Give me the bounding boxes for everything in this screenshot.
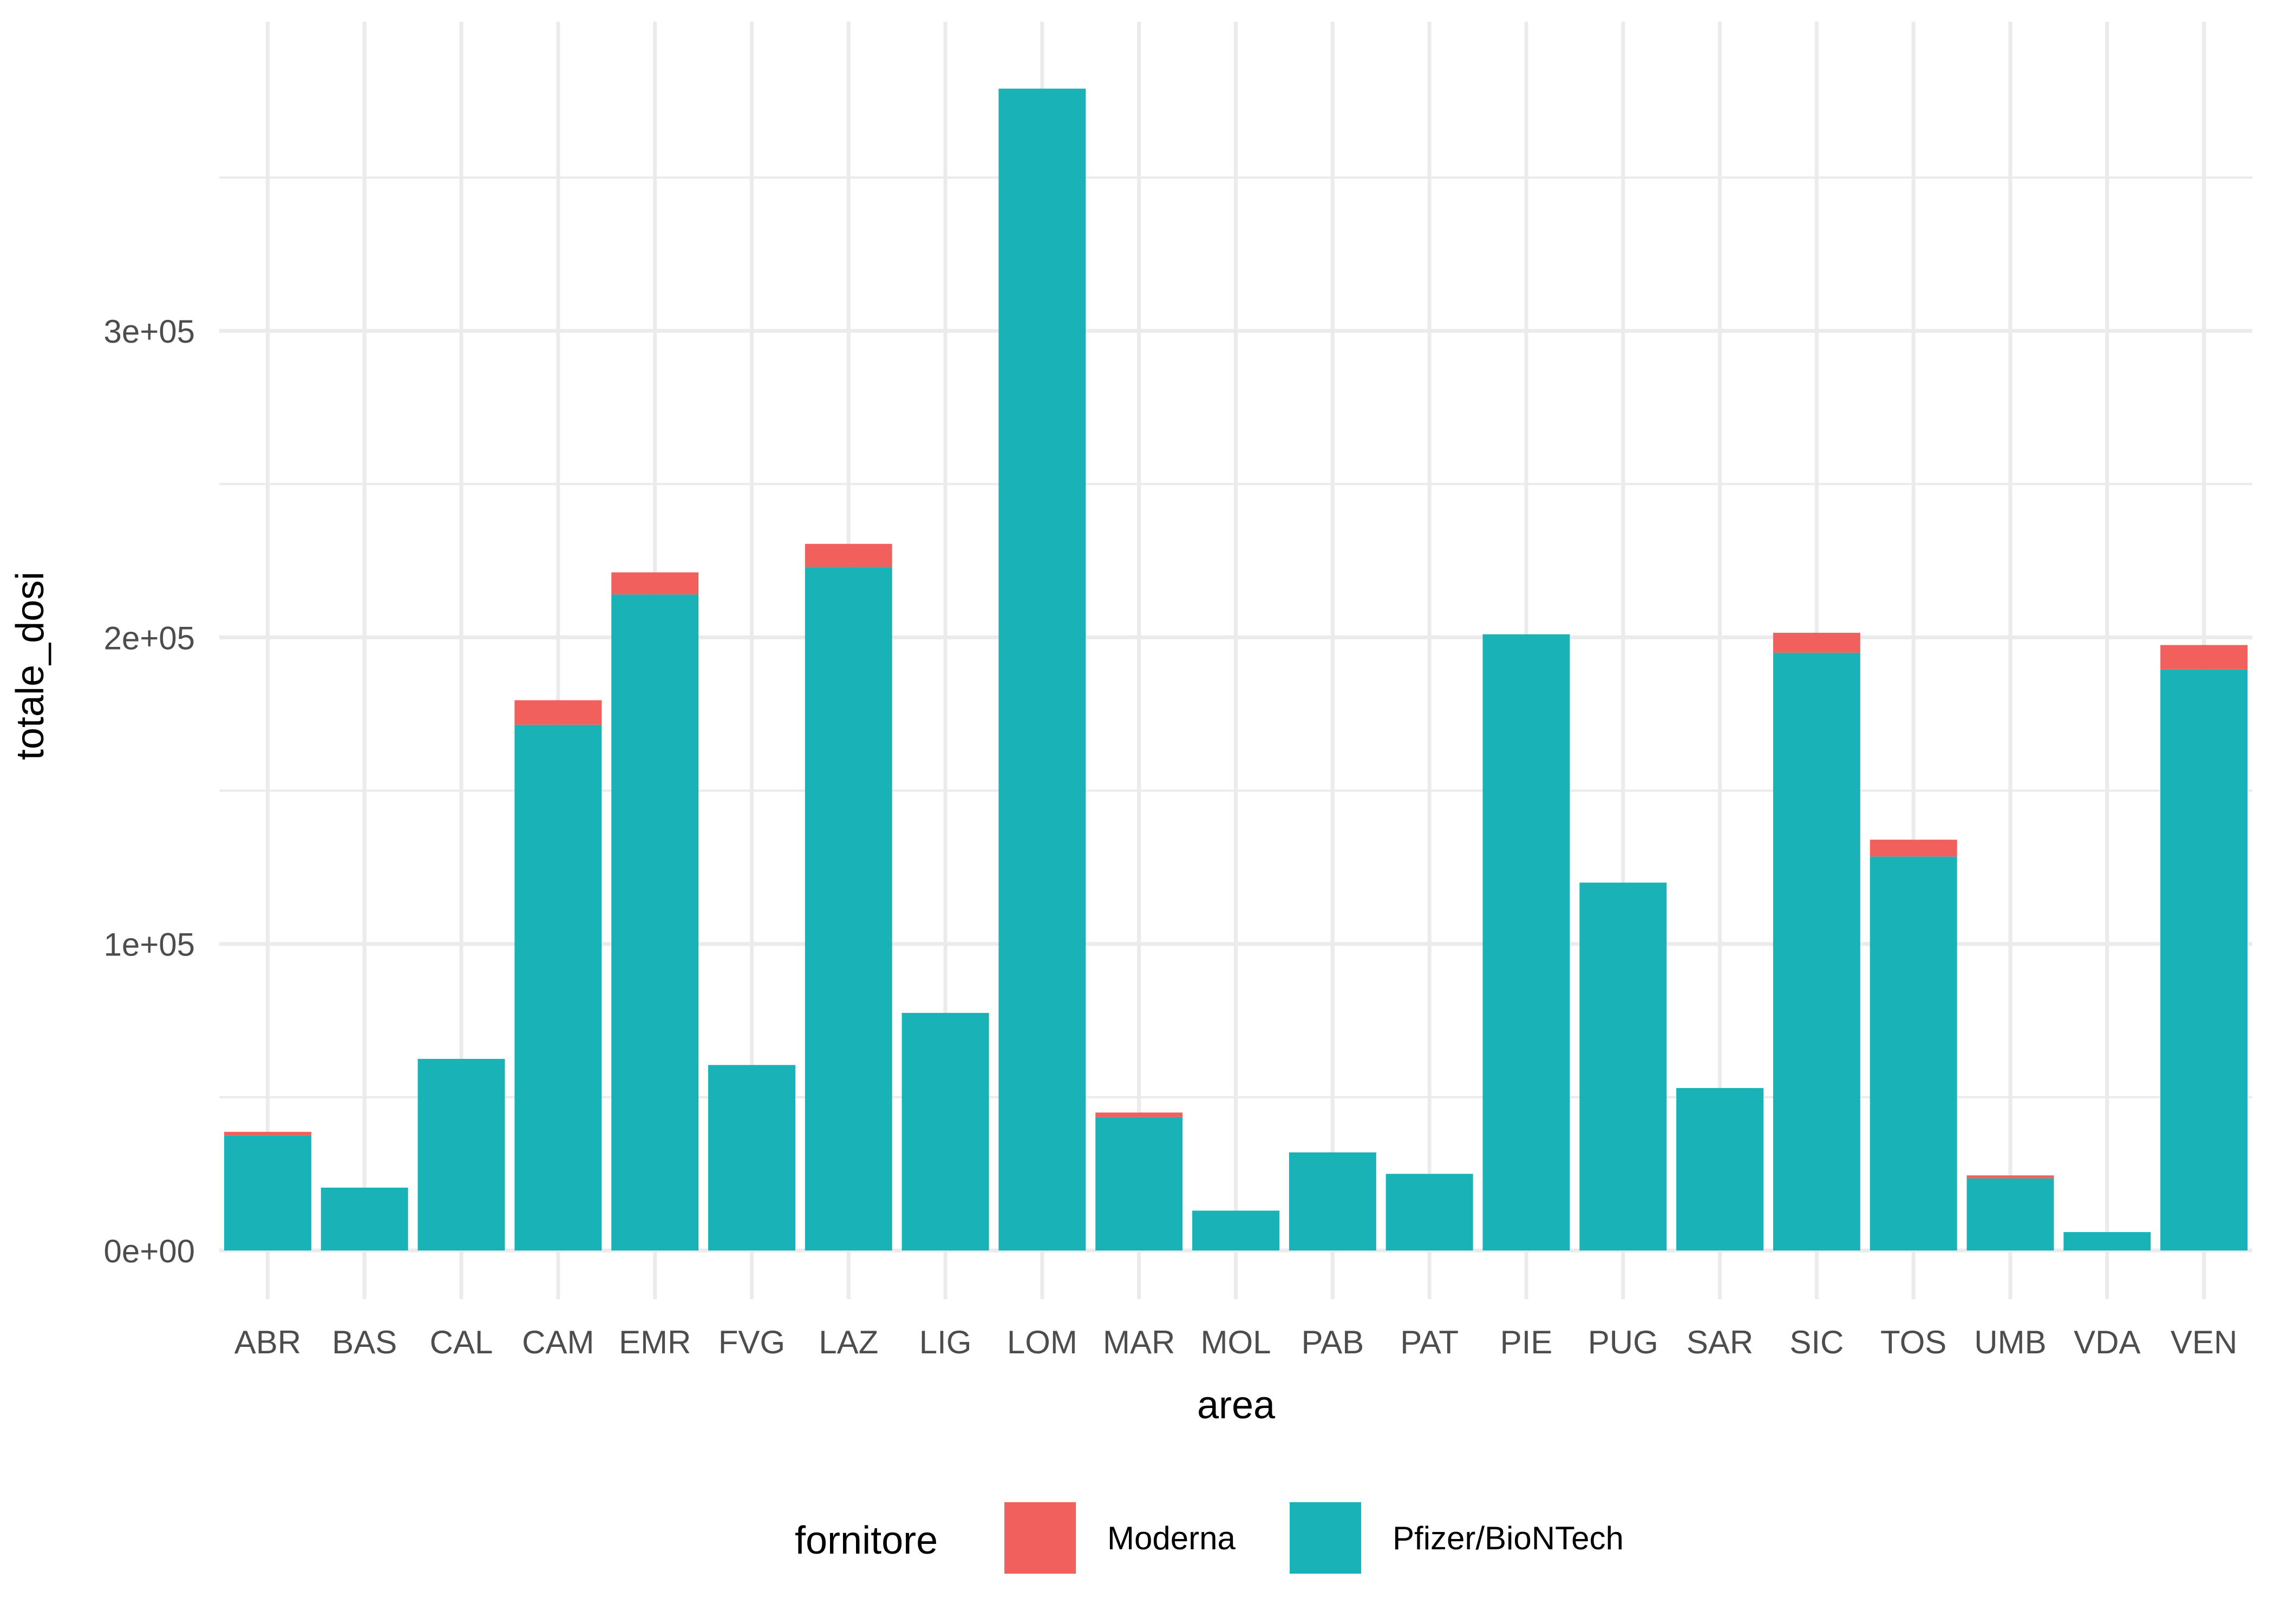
x-tick-label: PAB <box>1302 1324 1364 1360</box>
x-tick-label: SIC <box>1789 1324 1844 1360</box>
bar-mar-moderna <box>1095 1112 1183 1117</box>
x-tick-label: VEN <box>2171 1324 2237 1360</box>
legend-entries: Moderna Pfizer/BioNTech <box>1004 1502 1624 1574</box>
x-tick-label: SAR <box>1687 1324 1753 1360</box>
bar-fvg-pfizer-biontech <box>708 1065 795 1250</box>
y-tick-label: 1e+05 <box>103 927 195 963</box>
bar-cal-pfizer-biontech <box>417 1059 505 1250</box>
bar-mar-pfizer-biontech <box>1095 1117 1183 1250</box>
legend-label: Pfizer/BioNTech <box>1393 1520 1624 1556</box>
x-tick-label: PAT <box>1400 1324 1459 1360</box>
x-tick-label: CAM <box>522 1324 594 1360</box>
bar-sar-pfizer-biontech <box>1676 1088 1764 1250</box>
y-tick-label: 0e+00 <box>103 1233 195 1269</box>
x-tick-label: PUG <box>1588 1324 1658 1360</box>
bar-emr-pfizer-biontech <box>611 594 699 1250</box>
bar-vda-pfizer-biontech <box>2063 1232 2151 1250</box>
bar-pie-pfizer-biontech <box>1482 634 1570 1250</box>
bar-emr-moderna <box>611 572 699 595</box>
legend-key-moderna <box>1004 1502 1076 1574</box>
legend-label: Moderna <box>1107 1520 1236 1556</box>
bar-pat-pfizer-biontech <box>1386 1174 1473 1250</box>
legend: fornitore Moderna Pfizer/BioNTech <box>795 1502 1624 1574</box>
x-tick-label: BAS <box>332 1324 397 1360</box>
bar-mol-pfizer-biontech <box>1192 1210 1279 1250</box>
x-tick-label: VDA <box>2074 1324 2140 1360</box>
y-tick-label: 2e+05 <box>103 620 195 656</box>
bar-abr-moderna <box>224 1131 311 1136</box>
bar-sic-moderna <box>1773 632 1860 653</box>
x-tick-label: LIG <box>919 1324 972 1360</box>
x-tick-label: FVG <box>718 1324 785 1360</box>
x-tick-label: MOL <box>1200 1324 1271 1360</box>
bar-laz-moderna <box>805 543 892 567</box>
x-tick-label: EMR <box>619 1324 691 1360</box>
bar-tos-moderna <box>1870 840 1957 857</box>
bar-cam-pfizer-biontech <box>514 724 602 1250</box>
bar-bas-pfizer-biontech <box>321 1187 408 1250</box>
x-tick-label: PIE <box>1500 1324 1553 1360</box>
bar-cam-moderna <box>514 700 602 725</box>
x-tick-label: MAR <box>1103 1324 1175 1360</box>
x-axis-title: area <box>1197 1384 1276 1427</box>
bars <box>224 88 2248 1251</box>
y-axis-ticks: 0e+00 1e+05 2e+05 3e+05 <box>103 313 195 1269</box>
x-tick-label: LAZ <box>819 1324 878 1360</box>
bar-laz-pfizer-biontech <box>805 567 892 1250</box>
bar-lom-pfizer-biontech <box>998 88 1086 1251</box>
x-tick-label: LOM <box>1007 1324 1077 1360</box>
bar-umb-pfizer-biontech <box>1966 1178 2054 1250</box>
legend-key-pfizer-biontech <box>1290 1502 1361 1574</box>
bar-umb-moderna <box>1966 1175 2054 1178</box>
bar-abr-pfizer-biontech <box>224 1135 311 1250</box>
x-tick-label: ABR <box>234 1324 301 1360</box>
bar-pug-pfizer-biontech <box>1579 882 1667 1250</box>
y-tick-label: 3e+05 <box>103 313 195 350</box>
x-tick-label: UMB <box>1974 1324 2046 1360</box>
bar-ven-pfizer-biontech <box>2160 669 2248 1250</box>
bar-pab-pfizer-biontech <box>1289 1152 1376 1250</box>
bar-ven-moderna <box>2160 645 2248 670</box>
x-tick-label: CAL <box>430 1324 493 1360</box>
bar-sic-pfizer-biontech <box>1773 652 1860 1250</box>
y-axis-title: totale_dosi <box>9 572 52 760</box>
x-tick-label: TOS <box>1880 1324 1946 1360</box>
x-axis-ticks: ABR BAS CAL CAM EMR FVG LAZ LIG LOM MAR MOL PAB PAT P… <box>234 1324 2238 1360</box>
legend-title: fornitore <box>795 1519 938 1562</box>
bar-lig-pfizer-biontech <box>901 1013 989 1250</box>
bar-tos-pfizer-biontech <box>1870 856 1957 1250</box>
